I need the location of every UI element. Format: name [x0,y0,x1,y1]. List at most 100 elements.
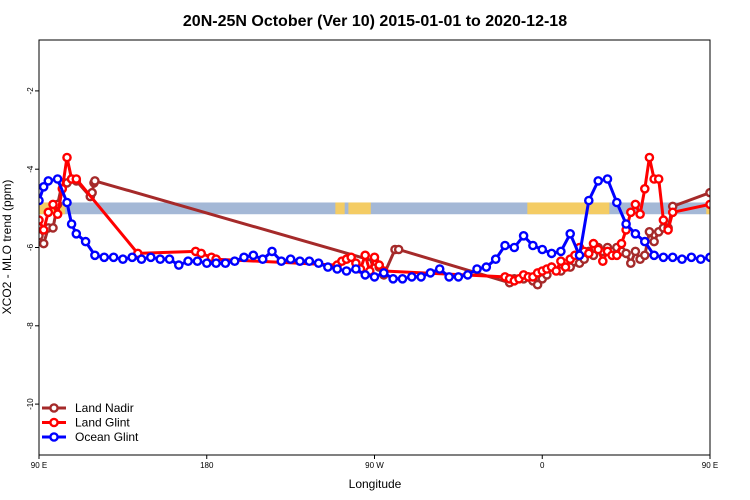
data-point-ocean-glint [546,248,557,259]
data-point-ocean-glint [155,254,165,265]
y-axis-label: XCO2 - MLO trend (ppm) [0,180,14,315]
chart-title: 20N-25N October (Ver 10) 2015-01-01 to 2… [183,13,567,30]
data-point-ocean-glint [509,242,520,253]
data-point-land-nadir [739,179,746,186]
legend-marker [49,432,59,442]
data-point-ocean-glint [565,228,576,239]
x-tick-label: 90 E [31,461,47,470]
data-point-land-nadir [725,177,732,184]
data-point-ocean-glint [686,252,697,263]
data-point-land-glint [551,266,562,276]
data-point-land-glint [716,185,723,192]
data-point-land-glint [640,183,650,194]
data-point-land-glint [653,174,664,184]
data-point-ocean-glint [201,258,212,269]
data-point-land-glint [560,262,571,272]
data-point-ocean-glint [378,268,389,278]
data-point-land-glint [720,154,727,161]
data-point-ocean-glint [593,176,604,186]
data-point-land-glint [588,238,599,249]
data-point-ocean-glint [612,197,622,208]
y-tick-label: -8 [26,322,35,330]
land-band-segment [527,202,610,215]
data-point-ocean-glint [416,272,426,282]
data-point-land-nadir [90,176,100,186]
data-point-land-nadir [39,238,49,249]
data-point-ocean-glint [621,219,631,229]
data-point-land-glint [584,248,594,259]
data-point-land-glint [705,199,710,210]
data-point-ocean-glint [66,219,77,229]
data-point-land-glint [644,152,655,163]
data-point-ocean-glint [62,197,72,208]
data-point-land-glint [663,225,673,235]
data-point-ocean-glint [472,264,482,274]
data-point-ocean-glint [640,236,650,247]
data-point-land-glint [734,177,741,184]
data-point-land-glint [593,244,604,255]
data-point-land-nadir [626,258,636,269]
data-point-ocean-glint [556,246,566,257]
data-point-ocean-glint [183,256,193,267]
data-point-ocean-glint [323,262,333,272]
data-point-ocean-glint [481,262,492,272]
series-land-glint [39,152,741,286]
data-point-ocean-glint [127,252,137,263]
data-point-ocean-glint [602,174,613,184]
legend-item-land-nadir: Land Nadir [42,401,134,415]
data-point-ocean-glint [239,252,249,263]
data-point-land-glint [598,256,608,267]
data-point-ocean-glint [500,240,510,251]
data-point-ocean-glint [658,252,669,263]
data-point-ocean-glint [453,272,464,282]
data-point-land-nadir [720,177,727,184]
data-point-land-nadir [705,187,710,198]
data-point-ocean-glint [584,195,594,206]
data-point-land-nadir [709,183,710,186]
data-point-land-nadir [532,279,543,290]
data-point-ocean-glint [118,254,128,265]
data-point-ocean-glint [108,252,119,263]
data-point-ocean-glint [90,250,100,261]
data-point-land-glint [62,152,72,163]
data-point-ocean-glint [574,250,585,261]
x-tick-label: 90 W [365,461,384,470]
data-point-ocean-glint [192,256,203,267]
data-point-ocean-glint [145,252,156,263]
data-point-land-glint [346,252,357,263]
data-point-ocean-glint [444,272,454,282]
data-point-land-glint [374,260,385,270]
data-point-ocean-glint [705,252,710,263]
legend-marker [49,417,59,428]
data-point-ocean-glint [52,174,63,184]
data-point-ocean-glint [360,270,371,280]
data-point-land-glint [612,250,622,261]
data-point-ocean-glint [313,258,324,269]
data-point-land-nadir [744,177,750,184]
data-point-ocean-glint [667,252,678,263]
data-point-ocean-glint [39,182,49,192]
y-tick-label: -10 [26,398,35,410]
data-point-ocean-glint [136,254,147,265]
data-point-land-nadir [644,226,655,237]
data-point-ocean-glint [341,266,352,276]
data-point-land-nadir [393,244,404,255]
x-axis-label: Longitude [349,477,402,491]
data-point-ocean-glint [164,254,175,265]
data-point-ocean-glint [229,256,240,267]
x-axis: 90 E 180 90 W 0 90 E [31,455,718,470]
data-point-ocean-glint [369,272,380,282]
data-point-land-nadir [621,248,631,259]
data-point-land-nadir [649,236,659,247]
data-point-ocean-glint [528,240,538,251]
data-point-land-nadir [48,223,58,233]
legend-marker [49,403,59,413]
data-point-ocean-glint [211,258,221,269]
data-point-ocean-glint [80,236,91,247]
data-point-land-nadir [716,179,723,186]
data-point-land-glint [39,225,49,235]
legend-label: Land Nadir [75,401,134,415]
y-tick-label: -6 [26,243,35,251]
